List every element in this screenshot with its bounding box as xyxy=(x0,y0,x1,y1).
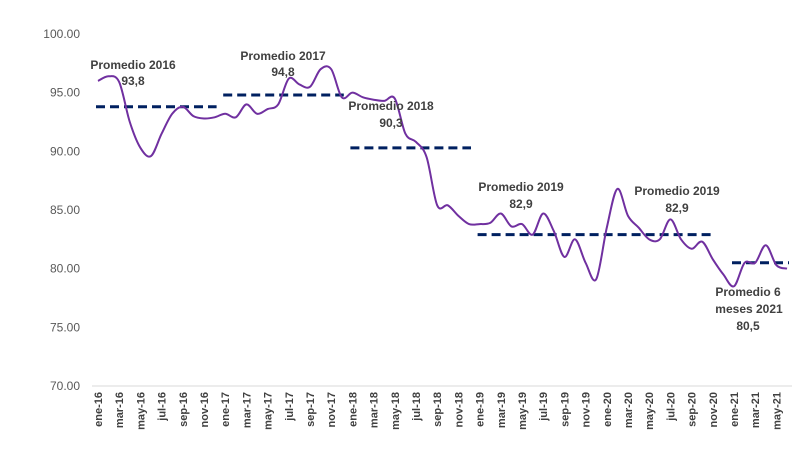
x-axis: ene-16 mar-16 may-16 jul-16 sep-16 nov-16 ene-… xyxy=(93,392,783,430)
x-tick-label: jul-19 xyxy=(538,392,550,422)
x-tick-label: sep-19 xyxy=(559,392,571,427)
x-tick-label: mar-20 xyxy=(623,392,635,428)
annotations: Promedio 2016 93,8 Promedio 2017 94,8 Pr… xyxy=(90,49,783,333)
annotation-2018-value: 90,3 xyxy=(379,116,403,130)
series-line xyxy=(97,65,788,288)
x-tick-label: ene-19 xyxy=(475,392,487,427)
average-lines xyxy=(96,93,789,265)
y-tick-label: 100.00 xyxy=(43,27,80,41)
x-tick-label: may-21 xyxy=(771,392,783,430)
annotation-2021-value: 80,5 xyxy=(736,319,760,333)
y-tick-label: 85.00 xyxy=(50,203,80,217)
y-tick-label: 80.00 xyxy=(50,262,80,276)
annotation-2019a-value: 82,9 xyxy=(509,197,533,211)
annotation-2017-value: 94,8 xyxy=(271,65,295,79)
x-tick-label: ene-21 xyxy=(729,392,741,427)
annotation-2019a-label: Promedio 2019 xyxy=(478,180,564,194)
y-tick-label: 90.00 xyxy=(50,144,80,158)
x-tick-label: may-16 xyxy=(135,392,147,430)
annotation-2018-label: Promedio 2018 xyxy=(348,99,434,113)
x-tick-label: sep-20 xyxy=(687,392,699,427)
x-tick-label: mar-16 xyxy=(114,392,126,428)
x-tick-label: ene-18 xyxy=(347,392,359,427)
annotation-2016-value: 93,8 xyxy=(121,74,145,88)
y-tick-label: 70.00 xyxy=(50,379,80,393)
x-tick-label: mar-17 xyxy=(241,392,253,428)
x-tick-label: may-18 xyxy=(390,392,402,430)
x-tick-label: may-20 xyxy=(644,392,656,430)
x-tick-label: sep-16 xyxy=(178,392,190,427)
annotation-2021-label-2: meses 2021 xyxy=(715,302,783,316)
annotation-2017-label: Promedio 2017 xyxy=(240,49,326,63)
x-tick-label: jul-17 xyxy=(284,392,296,422)
y-tick-label: 95.00 xyxy=(50,86,80,100)
x-tick-label: mar-19 xyxy=(496,392,508,428)
y-axis: 100.00 95.00 90.00 85.00 80.00 75.00 70.00 xyxy=(43,27,80,393)
x-tick-label: mar-18 xyxy=(369,392,381,428)
x-tick-label: jul-16 xyxy=(157,392,169,422)
annotation-2016-label: Promedio 2016 xyxy=(90,58,176,72)
y-tick-label: 75.00 xyxy=(50,320,80,334)
x-tick-label: may-19 xyxy=(517,392,529,430)
x-tick-label: nov-18 xyxy=(453,392,465,427)
x-tick-label: nov-16 xyxy=(199,392,211,427)
x-tick-label: ene-16 xyxy=(93,392,105,427)
x-tick-label: may-17 xyxy=(263,392,275,430)
x-tick-label: ene-17 xyxy=(220,392,232,427)
x-tick-label: nov-20 xyxy=(708,392,720,427)
x-tick-label: sep-17 xyxy=(305,392,317,427)
x-tick-label: ene-20 xyxy=(602,392,614,427)
x-tick-label: sep-18 xyxy=(432,392,444,427)
annotation-2019b-value: 82,9 xyxy=(665,201,689,215)
x-tick-label: jul-20 xyxy=(665,392,677,422)
x-tick-label: jul-18 xyxy=(411,392,423,422)
x-tick-label: nov-19 xyxy=(581,392,593,427)
x-tick-label: mar-21 xyxy=(750,392,762,428)
annotation-2021-label-1: Promedio 6 xyxy=(715,285,781,299)
annotation-2019b-label: Promedio 2019 xyxy=(634,184,720,198)
x-tick-label: nov-17 xyxy=(326,392,338,427)
